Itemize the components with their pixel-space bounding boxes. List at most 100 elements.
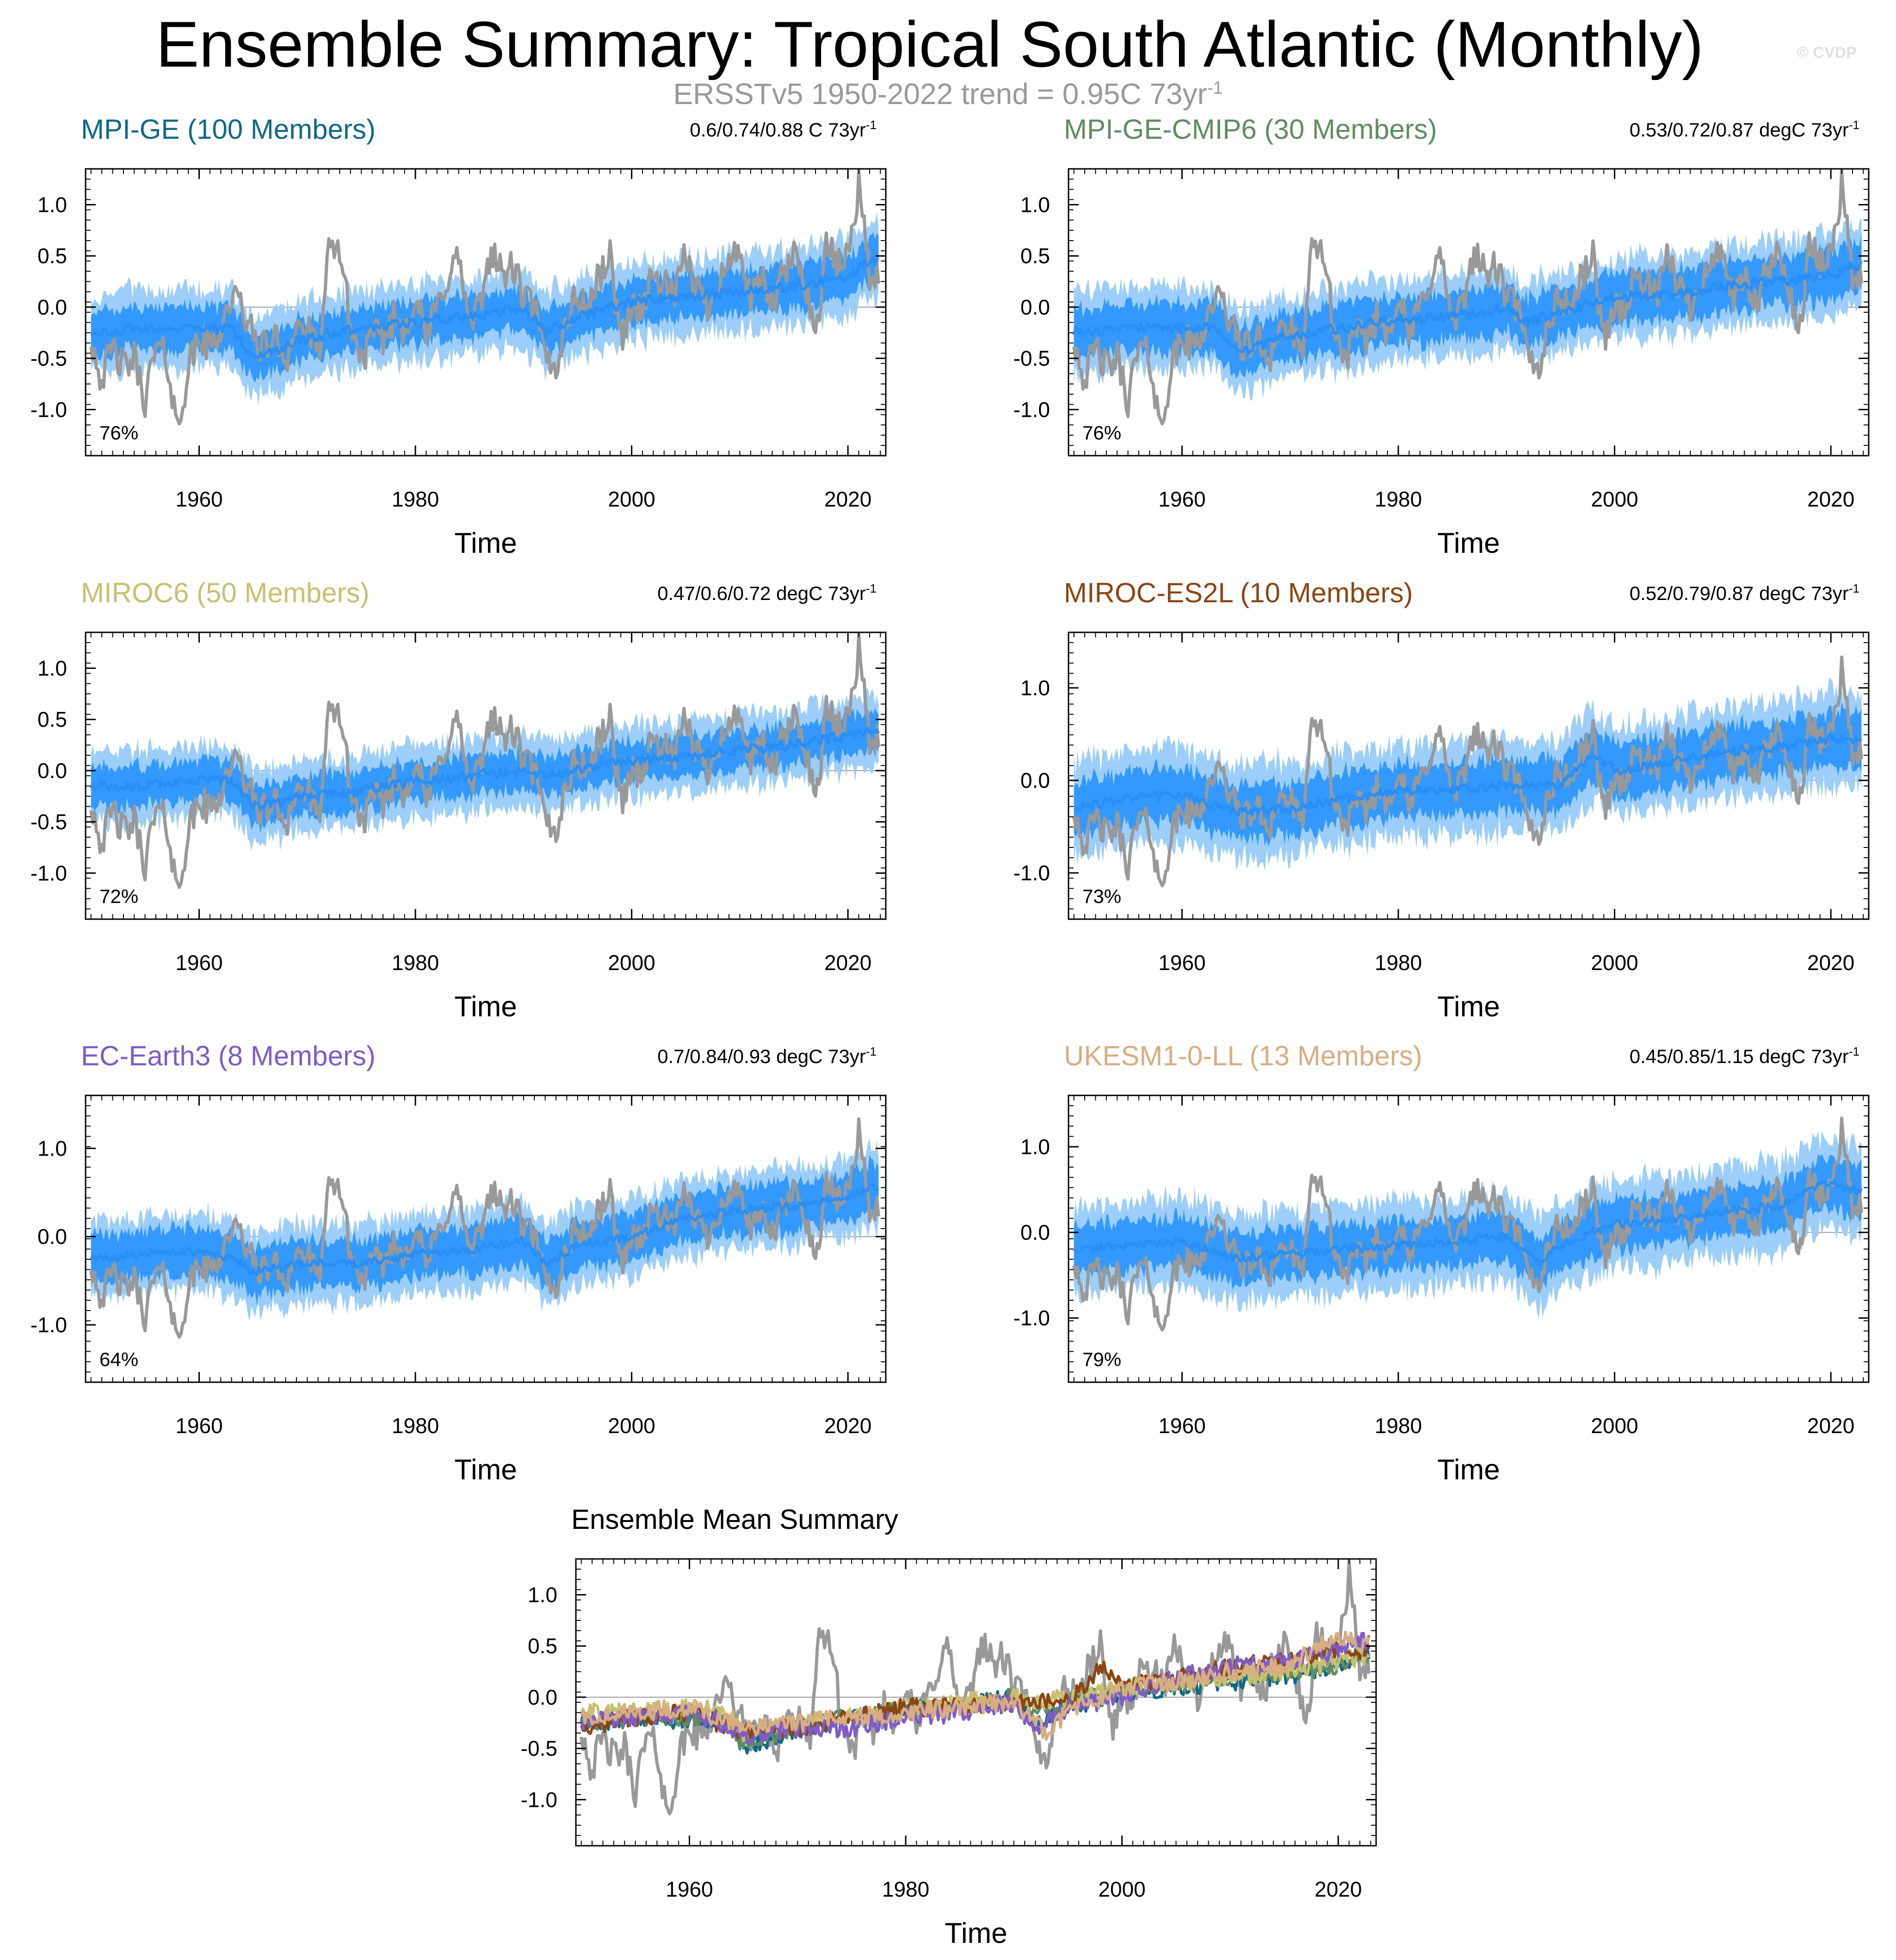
x-tick-label: 1960: [666, 1877, 713, 1901]
x-tick-label: 2000: [608, 487, 655, 511]
chart-panel-6: UKESM1-0-LL (13 Members) 0.45/0.85/1.15 d…: [1013, 1040, 1870, 1486]
trend-value: 0.7/0.84/0.93 degC 73yr: [657, 1045, 866, 1067]
observation-trend-superscript: -1: [1207, 78, 1223, 98]
trend-superscript: -1: [1849, 118, 1859, 132]
trend-value: 0.47/0.6/0.72 degC 73yr: [657, 582, 866, 604]
x-tick-label: 2020: [1807, 1414, 1854, 1438]
y-tick-label: -1.0: [31, 397, 67, 421]
y-tick-label: -1.0: [31, 861, 67, 885]
x-tick-label: 1980: [1375, 1414, 1422, 1438]
y-tick-label: -1.0: [1013, 1306, 1050, 1330]
observation-line: [1072, 169, 1863, 426]
x-tick-label: 1980: [392, 1414, 439, 1438]
x-tick-label: 1960: [175, 951, 222, 975]
x-tick-label: 2020: [824, 1414, 871, 1438]
y-tick-label: 0.5: [37, 244, 67, 268]
y-tick-label: 0.0: [37, 1224, 67, 1249]
y-tick-label: -1.0: [521, 1787, 557, 1812]
x-axis-title: Time: [454, 1454, 517, 1486]
y-tick-label: -0.5: [1013, 346, 1050, 371]
y-tick-label: -0.5: [31, 346, 67, 371]
y-tick-label: 1.0: [1020, 676, 1050, 700]
percent-label: 73%: [1082, 885, 1121, 907]
y-tick-label: 0.0: [37, 759, 67, 783]
observation-line: [89, 632, 880, 889]
trend-value: 0.52/0.79/0.87 degC 73yr: [1630, 582, 1849, 604]
chart-panel-5: EC-Earth3 (8 Members) 0.7/0.84/0.93 degC …: [31, 1040, 887, 1486]
y-tick-label: 0.0: [1020, 1220, 1050, 1244]
trend-text: 0.6/0.74/0.88 C 73yr-1: [690, 118, 877, 141]
x-tick-label: 1960: [1158, 1414, 1205, 1438]
y-tick-label: 1.0: [37, 1136, 67, 1160]
y-tick-label: 1.0: [1020, 193, 1050, 217]
chart-panel-1: MPI-GE (100 Members) 0.6/0.74/0.88 C 73yr…: [31, 114, 887, 559]
x-axis-title: Time: [454, 991, 517, 1023]
y-tick-label: 0.0: [37, 295, 67, 319]
ensemble-mean-line: [1072, 260, 1863, 355]
chart-panel-4: MIROC-ES2L (10 Members) 0.52/0.79/0.87 de…: [1013, 577, 1870, 1023]
percent-label: 79%: [1082, 1348, 1121, 1370]
chart-panel-3: MIROC6 (50 Members) 0.47/0.6/0.72 degC 73…: [31, 577, 887, 1023]
percent-label: 76%: [1082, 422, 1121, 444]
panel-title: UKESM1-0-LL (13 Members): [1064, 1040, 1422, 1071]
trend-text: 0.52/0.79/0.87 degC 73yr-1: [1630, 581, 1859, 604]
y-tick-label: -0.5: [31, 810, 67, 834]
panel-title: Ensemble Mean Summary: [571, 1504, 898, 1535]
observation-line: [580, 1559, 1371, 1816]
percent-label: 76%: [99, 422, 138, 444]
y-tick-label: 1.0: [37, 656, 67, 680]
x-axis-title: Time: [454, 527, 517, 559]
panel-title: MPI-GE-CMIP6 (30 Members): [1064, 114, 1437, 145]
x-tick-label: 2020: [1315, 1877, 1362, 1901]
trend-value: 0.45/0.85/1.15 degC 73yr: [1630, 1045, 1849, 1067]
trend-value: 0.53/0.72/0.87 degC 73yr: [1630, 119, 1849, 141]
trend-text: 0.45/0.85/1.15 degC 73yr-1: [1630, 1045, 1859, 1067]
x-tick-label: 1980: [392, 487, 439, 511]
x-tick-label: 1960: [175, 1414, 222, 1438]
ensemble-mean-line: [90, 256, 880, 360]
x-tick-label: 1960: [175, 487, 222, 511]
panel-title: EC-Earth3 (8 Members): [81, 1040, 376, 1071]
mean-line-ukesm1-0-ll: [580, 1631, 1371, 1741]
x-axis-title: Time: [1437, 527, 1500, 559]
trend-superscript: -1: [866, 581, 877, 595]
y-tick-label: -1.0: [31, 1313, 67, 1337]
y-tick-label: 1.0: [528, 1583, 557, 1607]
y-tick-label: 0.5: [528, 1634, 557, 1658]
ensemble-mean-line: [90, 726, 880, 811]
trend-text: 0.47/0.6/0.72 degC 73yr-1: [657, 581, 877, 604]
y-tick-label: 0.5: [37, 707, 67, 731]
y-tick-label: 0.5: [1020, 244, 1050, 268]
x-axis-title: Time: [1437, 1454, 1500, 1486]
observation-trend-text: ERSSTv5 1950-2022 trend = 0.95C 73yr: [673, 77, 1207, 111]
trend-superscript: -1: [866, 118, 877, 132]
x-tick-label: 2000: [1098, 1877, 1145, 1901]
percent-label: 72%: [99, 885, 138, 907]
x-tick-label: 2000: [1591, 951, 1638, 975]
x-tick-label: 1980: [392, 951, 439, 975]
trend-superscript: -1: [866, 1045, 877, 1058]
main-title: Ensemble Summary: Tropical South Atlanti…: [156, 8, 1704, 80]
panel-title: MIROC6 (50 Members): [81, 577, 369, 608]
y-tick-label: -0.5: [521, 1737, 557, 1761]
y-tick-label: -1.0: [1013, 861, 1050, 885]
x-tick-label: 1980: [1375, 951, 1422, 975]
x-tick-label: 2000: [608, 1414, 655, 1438]
x-tick-label: 1960: [1158, 487, 1205, 511]
trend-text: 0.7/0.84/0.93 degC 73yr-1: [657, 1045, 877, 1067]
trend-superscript: -1: [1849, 581, 1859, 595]
x-tick-label: 1960: [1158, 951, 1205, 975]
x-tick-label: 2020: [824, 951, 871, 975]
trend-text: 0.53/0.72/0.87 degC 73yr-1: [1630, 118, 1859, 141]
ensemble-mean-line: [1073, 1178, 1863, 1266]
x-tick-label: 2020: [824, 487, 871, 511]
x-tick-label: 2000: [1591, 1414, 1638, 1438]
x-tick-label: 2000: [608, 951, 655, 975]
copyright-watermark: © CVDP: [1797, 44, 1857, 62]
x-tick-label: 2000: [1591, 487, 1638, 511]
x-axis-title: Time: [945, 1917, 1007, 1949]
y-tick-label: 1.0: [37, 193, 67, 217]
panel-title: MPI-GE (100 Members): [81, 114, 376, 145]
chart-panel-7: Ensemble Mean Summary -1.0 -0.5 0.0 0.5 1.0 19…: [521, 1504, 1377, 1949]
x-axis-title: Time: [1437, 991, 1500, 1023]
